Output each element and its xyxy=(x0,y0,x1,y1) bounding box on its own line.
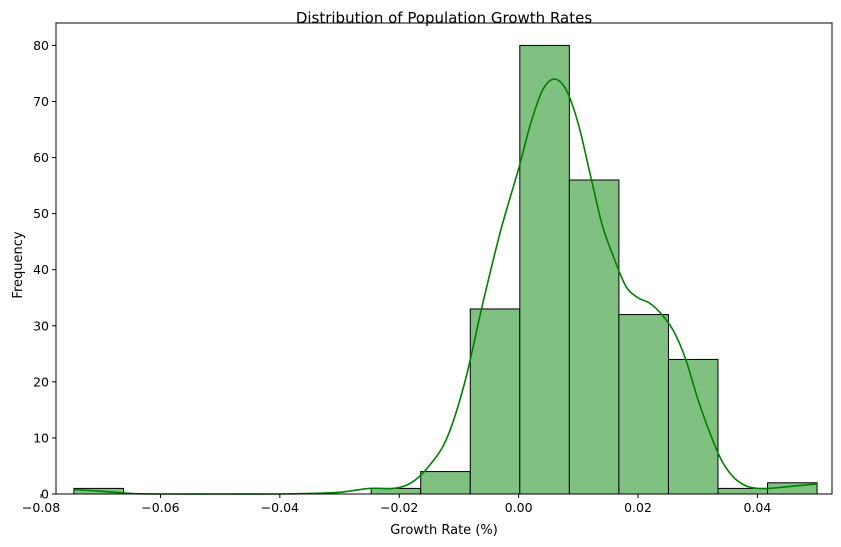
x-tick-label: −0.02 xyxy=(380,500,418,515)
histogram-bars xyxy=(73,44,818,495)
plot-frame xyxy=(55,22,833,495)
y-tick-label: 0 xyxy=(41,487,49,502)
y-tick-label: 50 xyxy=(33,206,49,221)
y-tick-label: 70 xyxy=(33,94,49,109)
x-axis: −0.08 −0.06 −0.04 −0.02 0.00 0.02 0.04 xyxy=(22,494,771,515)
histogram-bar xyxy=(370,487,422,495)
y-axis: 0 10 20 30 40 50 60 70 80 xyxy=(33,38,56,502)
histogram-bar xyxy=(469,308,521,495)
x-tick-label: 0.04 xyxy=(743,500,771,515)
y-axis-title: Frequency xyxy=(11,231,26,298)
y-tick-label: 60 xyxy=(33,150,49,165)
chart-title: Distribution of Population Growth Rates xyxy=(296,9,593,27)
kde-curve xyxy=(73,78,818,495)
y-tick-label: 20 xyxy=(33,374,49,389)
x-tick-label: 0.02 xyxy=(624,500,652,515)
x-tick-label: −0.04 xyxy=(261,500,299,515)
histogram-bar xyxy=(420,471,471,495)
x-tick-label: −0.06 xyxy=(141,500,179,515)
x-axis-title: Growth Rate (%) xyxy=(390,523,498,538)
histogram-bar xyxy=(519,44,570,495)
y-tick-label: 80 xyxy=(33,38,49,53)
y-tick-label: 30 xyxy=(33,318,49,333)
histogram-bar xyxy=(667,358,719,495)
histogram-bar xyxy=(618,314,669,495)
y-tick-label: 40 xyxy=(33,262,49,277)
x-tick-label: −0.08 xyxy=(22,500,60,515)
y-tick-label: 10 xyxy=(33,430,49,445)
x-tick-label: 0.00 xyxy=(505,500,533,515)
kde-curve-group xyxy=(73,78,818,495)
histogram-bar xyxy=(568,179,620,495)
